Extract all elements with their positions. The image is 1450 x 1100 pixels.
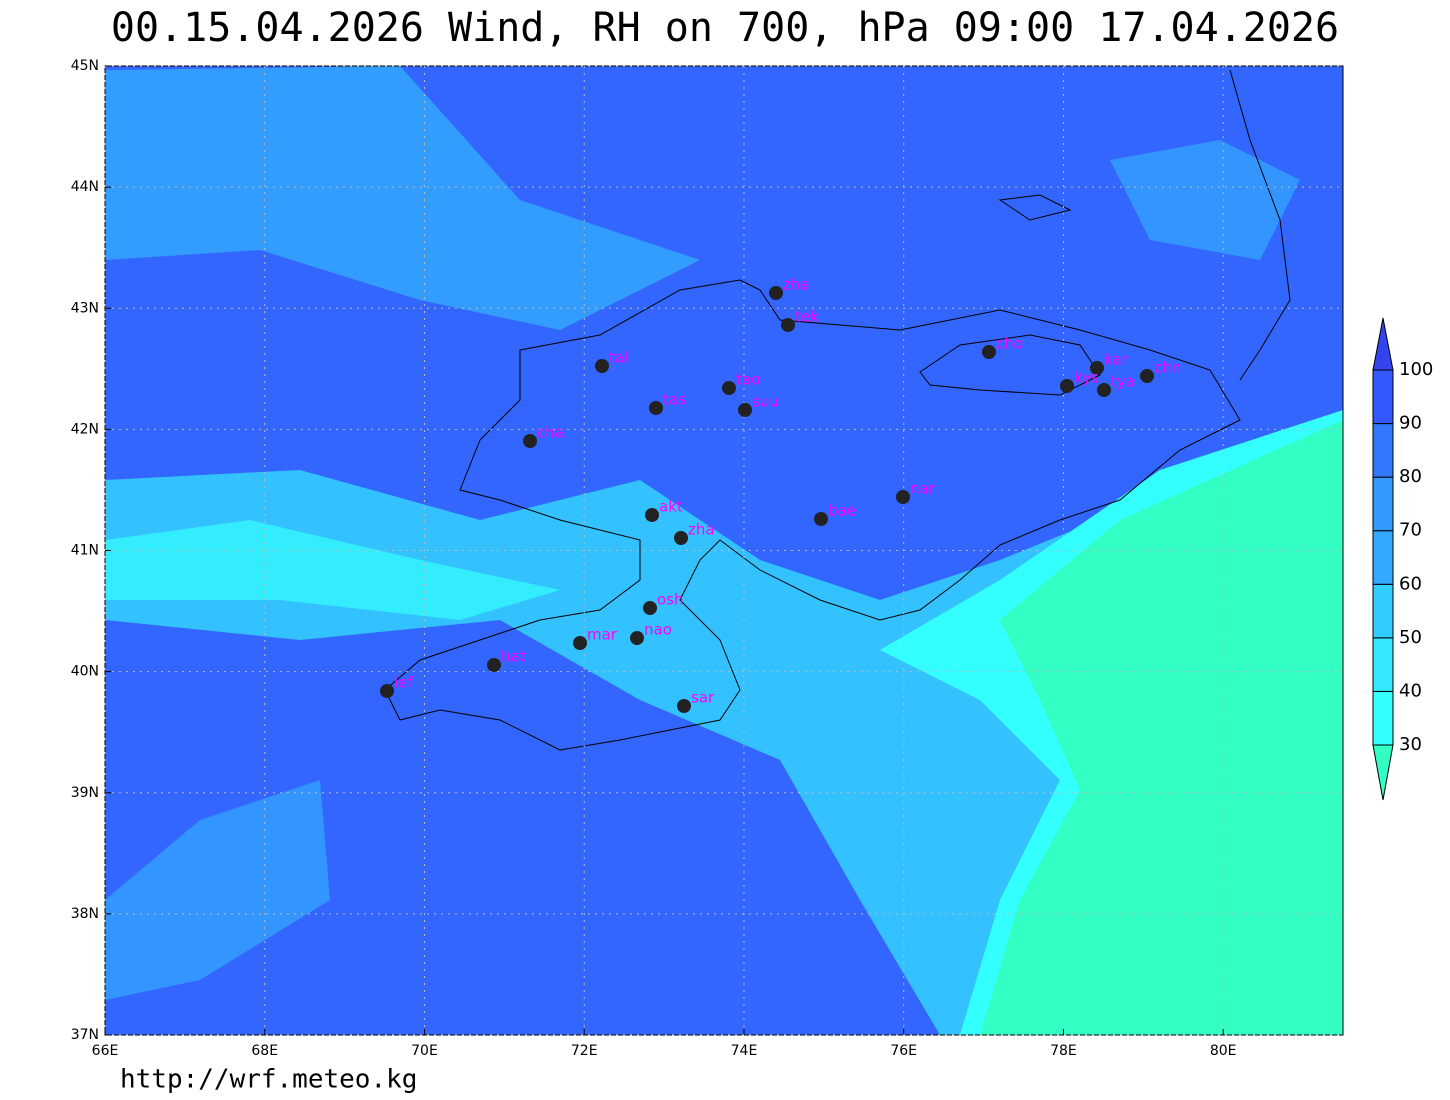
station-label: osh — [657, 591, 684, 609]
map-title: 00.15.04.2026 Wind, RH on 700, hPa 09:00… — [111, 5, 1339, 51]
lon-tick-label: 70E — [411, 1043, 438, 1059]
station-marker — [674, 531, 688, 545]
colorbar-box — [1372, 530, 1394, 585]
colorbar-label: 100 — [1399, 359, 1433, 380]
station-marker — [814, 512, 828, 526]
station-label: chn — [1154, 359, 1181, 377]
rh-area — [1110, 140, 1300, 260]
lat-tick-label: 45N — [71, 58, 99, 74]
rh-area — [105, 66, 700, 330]
station-label: kys — [1074, 369, 1099, 387]
country-border — [1229, 69, 1291, 381]
lat-tick-label: 42N — [71, 421, 99, 437]
source-url: http://wrf.meteo.kg — [120, 1065, 417, 1095]
rh-area — [105, 520, 560, 620]
station-marker — [1090, 361, 1104, 375]
station-label: zha — [688, 521, 715, 539]
lon-tick-label: 80E — [1210, 1043, 1237, 1059]
lat-tick-label: 43N — [71, 300, 99, 316]
station-label: nar — [910, 480, 936, 498]
colorbar-box — [1372, 476, 1394, 532]
station-marker — [573, 636, 587, 650]
station-label: tas — [663, 391, 686, 409]
station-marker — [1060, 379, 1074, 393]
station-label: suu — [752, 393, 779, 411]
station-marker — [781, 318, 795, 332]
lon-tick-label: 78E — [1050, 1043, 1077, 1059]
station-label: akt — [659, 498, 683, 516]
station-marker — [1140, 369, 1154, 383]
country-border — [384, 279, 1241, 751]
colorbar-label: 40 — [1399, 680, 1422, 701]
station-marker — [982, 345, 996, 359]
colorbar-label: 50 — [1399, 627, 1422, 648]
station-label: sar — [691, 689, 715, 707]
colorbar-label: 70 — [1399, 520, 1422, 541]
lon-tick-label: 68E — [251, 1043, 278, 1059]
lake-border — [998, 194, 1072, 221]
lat-tick-label: 41N — [71, 543, 99, 559]
colorbar-box — [1372, 583, 1394, 639]
colorbar-cap — [1372, 744, 1394, 801]
lat-tick-label: 38N — [71, 906, 99, 922]
rh-area — [980, 420, 1343, 1035]
lon-tick-label: 76E — [890, 1043, 917, 1059]
station-label: cha — [537, 424, 564, 442]
colorbar-label: 80 — [1399, 466, 1422, 487]
station-marker — [1097, 383, 1111, 397]
station-label: kar — [1104, 351, 1129, 369]
station-marker — [677, 699, 691, 713]
station-marker — [645, 508, 659, 522]
station-marker — [643, 601, 657, 615]
lat-tick-label: 39N — [71, 785, 99, 801]
station-marker — [769, 286, 783, 300]
station-marker — [487, 658, 501, 672]
station-marker — [649, 401, 663, 415]
station-marker — [595, 359, 609, 373]
lat-tick-label: 44N — [71, 179, 99, 195]
station-label: tek — [795, 308, 819, 326]
colorbar-box — [1372, 369, 1394, 425]
station-marker — [523, 434, 537, 448]
station-label: mar — [587, 626, 618, 644]
lon-tick-label: 72E — [571, 1043, 598, 1059]
colorbar-cap — [1372, 317, 1394, 371]
colorbar-label: 30 — [1399, 734, 1422, 755]
station-label: nao — [644, 621, 672, 639]
rh-field — [105, 66, 1343, 1035]
rh-area — [105, 780, 330, 1000]
colorbar-label: 60 — [1399, 573, 1422, 594]
station-marker — [630, 631, 644, 645]
lon-tick-label: 66E — [92, 1043, 119, 1059]
station-label: hat — [501, 648, 526, 666]
colorbar-box — [1372, 637, 1394, 692]
station-label: ief — [394, 674, 413, 692]
station-label: tao — [736, 371, 760, 389]
station-label: tal — [609, 349, 628, 367]
colorbar-label: 90 — [1399, 413, 1422, 434]
station-label: bae — [828, 502, 856, 520]
station-marker — [896, 490, 910, 504]
lat-tick-label: 37N — [71, 1027, 99, 1043]
colorbar-box — [1372, 423, 1394, 478]
station-marker — [380, 684, 394, 698]
station-label: cho — [996, 335, 1023, 353]
lake-border — [919, 334, 1101, 396]
station-marker — [738, 403, 752, 417]
station-marker — [722, 381, 736, 395]
station-label: tya — [1111, 373, 1135, 391]
station-label: zha — [783, 276, 810, 294]
lat-tick-label: 40N — [71, 664, 99, 680]
colorbar-box — [1372, 690, 1394, 746]
lon-tick-label: 74E — [731, 1043, 758, 1059]
